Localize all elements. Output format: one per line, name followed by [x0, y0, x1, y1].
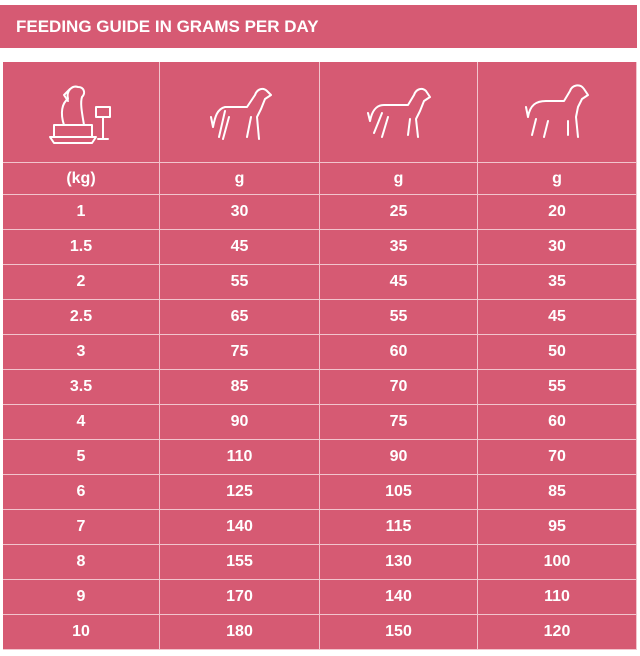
grams-cell: 85 — [478, 475, 637, 510]
weight-cell: 6 — [3, 475, 160, 510]
weight-cell: 1 — [3, 195, 160, 230]
grams-cell: 30 — [478, 230, 637, 265]
weight-cell: 10 — [3, 615, 160, 650]
weight-cell: 3.5 — [3, 370, 160, 405]
grams-cell: 90 — [320, 440, 478, 475]
grams-cell: 75 — [160, 335, 320, 370]
grams-cell: 100 — [478, 545, 637, 580]
grams-cell: 70 — [478, 440, 637, 475]
medium-dog-icon — [366, 87, 431, 138]
grams-cell: 115 — [320, 510, 478, 545]
weight-cell: 9 — [3, 580, 160, 615]
grams-cell: 50 — [478, 335, 637, 370]
grams-cell: 45 — [478, 300, 637, 335]
grams-cell: 95 — [478, 510, 637, 545]
weight-cell: 8 — [3, 545, 160, 580]
grams-cell: 60 — [320, 335, 478, 370]
grams-cell: 105 — [320, 475, 478, 510]
grams-cell: 180 — [160, 615, 320, 650]
unit-cell: (kg) — [3, 163, 160, 195]
weight-cell: 3 — [3, 335, 160, 370]
grams-cell: 120 — [478, 615, 637, 650]
grams-cell: 55 — [320, 300, 478, 335]
grams-cell: 55 — [160, 265, 320, 300]
weight-cell: 7 — [3, 510, 160, 545]
grams-cell: 45 — [320, 265, 478, 300]
large-dog-icon — [525, 84, 589, 138]
grams-cell: 85 — [160, 370, 320, 405]
weight-cell: 4 — [3, 405, 160, 440]
grams-cell: 70 — [320, 370, 478, 405]
grams-cell: 25 — [320, 195, 478, 230]
scale-icon-cell — [3, 62, 160, 163]
grams-cell: 140 — [160, 510, 320, 545]
unit-cell: g — [478, 163, 637, 195]
grams-cell: 65 — [160, 300, 320, 335]
grams-cell: 35 — [478, 265, 637, 300]
medium-dog-icon-cell — [320, 62, 478, 163]
title-bar: FEEDING GUIDE IN GRAMS PER DAY — [0, 5, 637, 48]
weight-cell: 1.5 — [3, 230, 160, 265]
small-dog-icon-cell — [160, 62, 320, 163]
grams-cell: 20 — [478, 195, 637, 230]
grams-cell: 110 — [478, 580, 637, 615]
weight-cell: 5 — [3, 440, 160, 475]
feeding-table: (kg) g g g 1 30 25 20 1.5 45 35 30 2 55 45 35 2.5 65 55 45 3… — [3, 62, 637, 650]
grams-cell: 35 — [320, 230, 478, 265]
grams-cell: 55 — [478, 370, 637, 405]
grams-cell: 60 — [478, 405, 637, 440]
grams-cell: 170 — [160, 580, 320, 615]
grams-cell: 110 — [160, 440, 320, 475]
grams-cell: 90 — [160, 405, 320, 440]
grams-cell: 75 — [320, 405, 478, 440]
grams-cell: 155 — [160, 545, 320, 580]
grams-cell: 125 — [160, 475, 320, 510]
small-dog-icon — [209, 87, 272, 140]
grams-cell: 140 — [320, 580, 478, 615]
unit-cell: g — [320, 163, 478, 195]
dog-on-scale-icon — [49, 85, 111, 144]
grams-cell: 30 — [160, 195, 320, 230]
unit-cell: g — [160, 163, 320, 195]
grams-cell: 130 — [320, 545, 478, 580]
grams-cell: 45 — [160, 230, 320, 265]
grams-cell: 150 — [320, 615, 478, 650]
weight-cell: 2.5 — [3, 300, 160, 335]
weight-cell: 2 — [3, 265, 160, 300]
large-dog-icon-cell — [478, 62, 637, 163]
